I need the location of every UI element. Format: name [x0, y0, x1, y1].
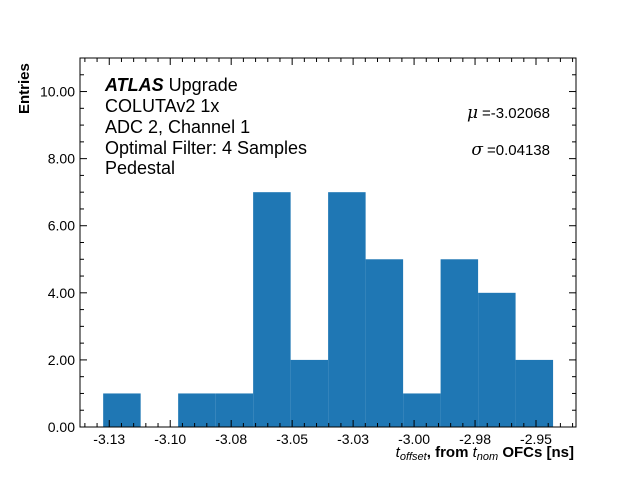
x-tick-label: -2.98	[459, 431, 491, 447]
histogram-bar	[365, 259, 404, 427]
annotation-line: Pedestal	[105, 158, 175, 178]
x-axis-label: toffset, from tnom OFCs [ns]	[396, 444, 574, 463]
histogram-bar	[403, 393, 441, 427]
plot-frame	[79, 57, 577, 428]
histogram-bar	[515, 359, 554, 427]
x-tick-label: -3.00	[398, 431, 430, 447]
y-tick-label: 6.00	[48, 218, 75, 234]
histogram-bar	[440, 259, 479, 427]
bars	[103, 192, 554, 427]
x-tick-label: -3.10	[154, 431, 186, 447]
x-tick-label: -3.05	[276, 431, 308, 447]
atlas-label: ATLAS Upgrade COLUTAv2 1x ADC 2, Channel…	[104, 75, 307, 178]
y-tick-labels: 0.00 2.00 4.00 6.00 8.00 10.00	[40, 84, 75, 435]
annotation-line: COLUTAv2 1x	[105, 96, 219, 116]
x-tick-labels: -3.13 -3.10 -3.08 -3.05 -3.03 -3.00 -2.98 -2.95	[93, 431, 552, 447]
histogram-bar	[478, 292, 516, 427]
x-tick-label: -2.95	[520, 431, 552, 447]
y-tick-label: 0.00	[48, 419, 75, 435]
annotation-line: Optimal Filter: 4 Samples	[105, 138, 307, 158]
y-tick-label: 8.00	[48, 151, 75, 167]
svg-text:ATLAS Upgrade: ATLAS Upgrade	[104, 75, 238, 95]
mu-annotation: μ =-3.02068	[467, 103, 550, 123]
y-tick-label: 2.00	[48, 352, 75, 368]
annotation-line: ADC 2, Channel 1	[105, 117, 250, 137]
x-tick-label: -3.03	[337, 431, 369, 447]
y-axis-label: Entries	[16, 63, 33, 114]
y-tick-label: 4.00	[48, 285, 75, 301]
x-tick-label: -3.13	[93, 431, 125, 447]
sigma-annotation: σ =0.04138	[471, 140, 550, 160]
histogram-bar	[290, 359, 329, 427]
histogram-bar	[215, 393, 254, 427]
y-tick-label: 10.00	[40, 84, 75, 100]
histogram-bar	[178, 393, 216, 427]
ticks	[80, 57, 576, 428]
x-tick-label: -3.08	[215, 431, 247, 447]
histogram-bar	[253, 192, 291, 427]
histogram-bar	[328, 192, 366, 427]
